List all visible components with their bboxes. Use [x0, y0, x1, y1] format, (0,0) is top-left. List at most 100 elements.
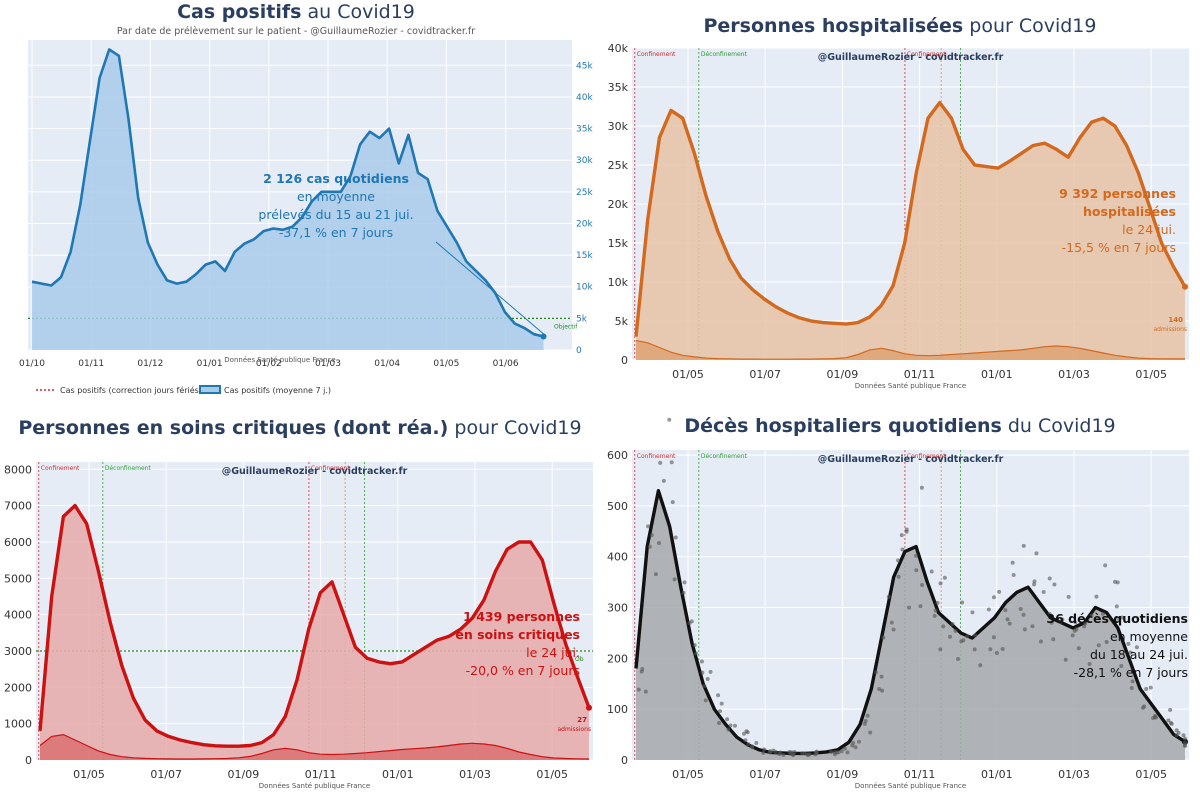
hosp-end-label-value: 140 — [1168, 316, 1183, 324]
deaths-daily-point — [1087, 661, 1092, 666]
deaths-daily-point — [956, 656, 961, 661]
deaths-daily-point — [1168, 707, 1173, 712]
icu-y-tick: 6000 — [4, 536, 32, 549]
deaths-daily-point — [1130, 679, 1135, 684]
hosp-admissions-line — [635, 339, 1185, 360]
hosp-confinement-label: Confinement — [907, 51, 946, 58]
deaths-y-tick: 300 — [607, 602, 628, 615]
icu-confinement-label: Déconfinement — [105, 465, 152, 472]
deaths-daily-point — [829, 749, 834, 754]
deaths-daily-point — [988, 647, 993, 652]
icu-end-label-text: admissions — [557, 726, 591, 733]
icu-x-tick: 01/05 — [73, 768, 105, 781]
deaths-daily-point — [1038, 639, 1043, 644]
deaths-daily-point — [1052, 582, 1057, 587]
deaths-series-line — [634, 489, 1186, 756]
deaths-daily-point — [853, 745, 858, 750]
cases-x-tick: 01/01 — [197, 359, 223, 369]
deaths-daily-point — [914, 568, 919, 573]
deaths-daily-point — [1129, 686, 1134, 691]
deaths-daily-point — [636, 687, 641, 692]
hosp-y-tick: 30k — [608, 120, 629, 133]
icu-title-bold: Personnes en soins critiques (dont réa.) — [18, 417, 448, 439]
cases-x-tick: 01/02 — [256, 359, 282, 369]
cases-y-tick: 45k — [576, 61, 593, 71]
deaths-daily-point — [768, 750, 773, 755]
deaths-daily-point — [1154, 715, 1159, 720]
deaths-daily-point — [1041, 590, 1046, 595]
deaths-daily-point — [1176, 730, 1181, 735]
deaths-daily-point — [1003, 608, 1008, 613]
deaths-daily-point — [1116, 616, 1121, 621]
deaths-daily-point — [692, 643, 697, 648]
deaths-daily-point — [667, 417, 672, 422]
deaths-daily-point — [896, 558, 901, 563]
deaths-annotation-line: -28,1 % en 7 jours — [1074, 665, 1188, 680]
deaths-daily-point — [661, 478, 666, 483]
deaths-daily-point — [681, 590, 686, 595]
deaths-daily-point — [863, 718, 868, 723]
deaths-daily-point — [857, 739, 862, 744]
cases-source: Données Santé publique France — [224, 356, 335, 364]
deaths-daily-point — [746, 742, 751, 747]
hosp-x-tick: 01/01 — [981, 368, 1013, 381]
deaths-daily-point — [728, 723, 733, 728]
deaths-daily-point — [970, 610, 975, 615]
icu-x-tick: 01/03 — [459, 768, 491, 781]
icu-y-tick: 0 — [25, 754, 32, 767]
cases-annotation-line: -37,1 % en 7 jours — [279, 225, 393, 240]
deaths-daily-point — [699, 659, 704, 664]
deaths-daily-point — [889, 620, 894, 625]
deaths-daily-point — [791, 753, 796, 758]
deaths-daily-point — [907, 605, 912, 610]
cases-title-bold: Cas positifs — [177, 1, 301, 23]
icu-y-tick: 2000 — [4, 681, 32, 694]
deaths-y-tick: 600 — [607, 449, 628, 462]
cases-series-line — [31, 48, 544, 338]
hosp-series-line — [634, 100, 1187, 337]
cases-y-tick: 15k — [576, 251, 593, 261]
deaths-daily-point — [880, 688, 885, 693]
hosp-y-tick: 10k — [608, 276, 629, 289]
cases-y-tick: 35k — [576, 125, 593, 135]
deaths-x-tick: 01/05 — [672, 768, 704, 781]
cases-legend-label-average: Cas positifs (moyenne 7 j.) — [224, 386, 331, 395]
deaths-daily-point — [1074, 627, 1079, 632]
icu-series-end-point — [586, 704, 592, 711]
deaths-daily-point — [959, 639, 964, 644]
deaths-daily-point — [1000, 646, 1005, 651]
deaths-y-tick: 200 — [607, 652, 628, 665]
hosp-title-rest: pour Covid19 — [963, 15, 1096, 37]
hosp-y-tick: 5k — [615, 315, 629, 328]
deaths-confinement-label: Confinement — [637, 453, 676, 460]
cases-title: Cas positifs au Covid19 — [177, 1, 415, 23]
deaths-daily-point — [719, 701, 724, 706]
hosp-confinement-label: Confinement — [637, 51, 676, 58]
deaths-daily-point — [950, 622, 955, 627]
hosp-series-area — [636, 102, 1185, 360]
deaths-title-rest: du Covid19 — [1002, 415, 1116, 437]
icu-title-rest: pour Covid19 — [448, 417, 581, 439]
hosp-admissions-area — [636, 340, 1185, 360]
deaths-annotation-line: en moyenne — [1110, 629, 1188, 644]
deaths-daily-point — [941, 624, 946, 629]
deaths-daily-point — [781, 752, 786, 757]
deaths-daily-point — [725, 717, 730, 722]
deaths-daily-point — [1089, 613, 1094, 618]
icu-title: Personnes en soins critiques (dont réa.)… — [18, 417, 581, 439]
cases-y-tick: 0 — [576, 346, 582, 356]
cases-chart: Cas positifs au Covid19 Par date de prélè… — [19, 1, 593, 395]
deaths-daily-point — [1066, 594, 1071, 599]
deaths-daily-point — [839, 749, 844, 754]
hosp-title-bold: Personnes hospitalisées — [703, 15, 963, 37]
cases-subtitle: Par date de prélèvement sur le patient -… — [117, 26, 475, 37]
deaths-x-tick: 01/11 — [904, 768, 936, 781]
cases-y-tick: 5k — [576, 314, 588, 324]
deaths-daily-point — [658, 460, 663, 465]
deaths-daily-point — [669, 460, 674, 465]
deaths-daily-point — [814, 751, 819, 756]
hosp-y-tick: 20k — [608, 198, 629, 211]
deaths-daily-point — [836, 750, 841, 755]
deaths-daily-point — [777, 752, 782, 757]
deaths-daily-point — [702, 684, 707, 689]
